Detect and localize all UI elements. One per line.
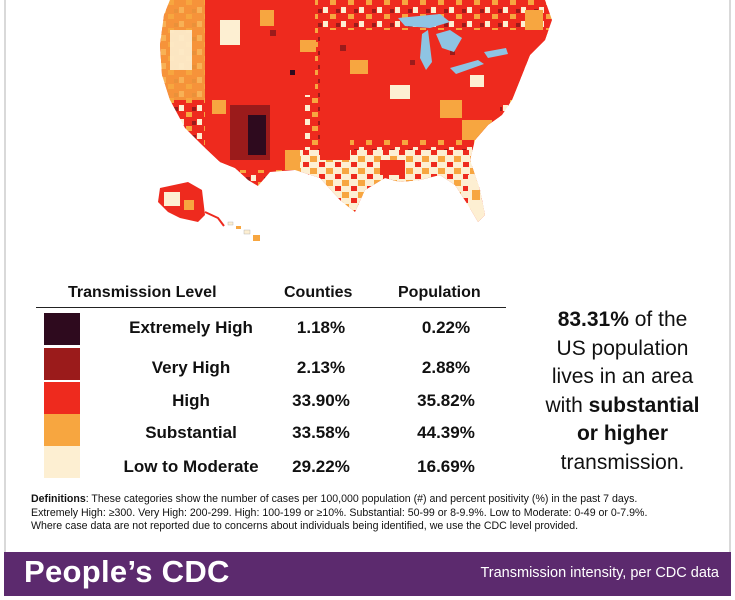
counties-value: 33.58% xyxy=(292,423,350,442)
counties-value: 1.18% xyxy=(296,318,346,337)
summary-line-3: lives in an area xyxy=(551,365,694,388)
definitions-label: Definitions xyxy=(31,493,86,505)
swatch-high xyxy=(44,382,80,414)
us-county-transmission-map xyxy=(150,0,570,250)
summary-line-2: US population xyxy=(556,336,689,360)
definitions-line-1: Definitions: These categories show the n… xyxy=(31,493,721,507)
summary-line-4: with substantial xyxy=(520,392,725,421)
counties-value: 29.22% xyxy=(292,457,350,476)
definitions-line-2: Extremely High: ≥300. Very High: 200-299… xyxy=(31,506,648,519)
footer-caption: Transmission intensity, per CDC data xyxy=(480,565,719,581)
summary-line-1-rest: of the xyxy=(628,308,688,331)
summary-line-5-bold: or higher xyxy=(576,422,668,445)
counties-value: 2.13% xyxy=(296,358,346,377)
population-value: 2.88% xyxy=(421,358,471,377)
population-value: 35.82% xyxy=(417,391,475,410)
alaska xyxy=(158,182,205,222)
table-row: Substantial 33.58% 44.39% xyxy=(36,414,506,448)
counties-value: 33.90% xyxy=(292,391,350,410)
level-label: Low to Moderate xyxy=(123,457,259,476)
footer-bar: People’s CDC Transmission intensity, per… xyxy=(4,552,731,596)
header-population: Population xyxy=(398,284,481,301)
population-value: 16.69% xyxy=(417,457,475,476)
level-label: High xyxy=(172,391,210,410)
level-label: Extremely High xyxy=(129,318,253,337)
great-lakes xyxy=(398,14,508,74)
definitions-text: Definitions: These categories show the n… xyxy=(31,493,721,534)
table-row: Very High 2.13% 2.88% xyxy=(36,348,506,382)
level-label: Substantial xyxy=(145,423,237,442)
hawaii xyxy=(227,221,260,241)
level-label: Very High xyxy=(151,358,231,377)
summary-line-1: 83.31% of the xyxy=(520,306,725,335)
us-mainland xyxy=(160,0,552,222)
population-value: 0.22% xyxy=(421,318,471,337)
frame-border-left xyxy=(4,0,6,552)
swatch-low-to-moderate xyxy=(44,446,80,478)
table-row: Low to Moderate 29.22% 16.69% xyxy=(36,446,506,480)
swatch-substantial xyxy=(44,414,80,446)
map-svg xyxy=(158,0,552,241)
header-counties: Counties xyxy=(284,284,353,301)
table-row: Extremely High 1.18% 0.22% xyxy=(36,312,506,346)
header-transmission-level: Transmission Level xyxy=(68,284,217,301)
table-header: Transmission Level Counties Population xyxy=(36,282,506,308)
population-value: 44.39% xyxy=(417,423,475,442)
summary-statement: 83.31% of the US population lives in an … xyxy=(520,306,725,477)
table-row: High 33.90% 35.82% xyxy=(36,382,506,416)
summary-percent: 83.31% xyxy=(557,308,629,331)
definitions-line-1-rest: : These categories show the number of ca… xyxy=(85,493,638,505)
summary-line-5: or higher xyxy=(520,420,725,449)
swatch-very-high xyxy=(44,348,80,380)
definitions-line-3: Where case data are not reported due to … xyxy=(31,520,579,532)
swatch-extremely-high xyxy=(44,313,80,345)
summary-line-4-pre: with xyxy=(545,393,589,417)
summary-line-4-bold: substantial xyxy=(588,393,700,417)
summary-line-6: transmission. xyxy=(560,450,685,474)
frame-border-right xyxy=(729,0,731,552)
brand-logo-text: People’s CDC xyxy=(24,554,230,589)
